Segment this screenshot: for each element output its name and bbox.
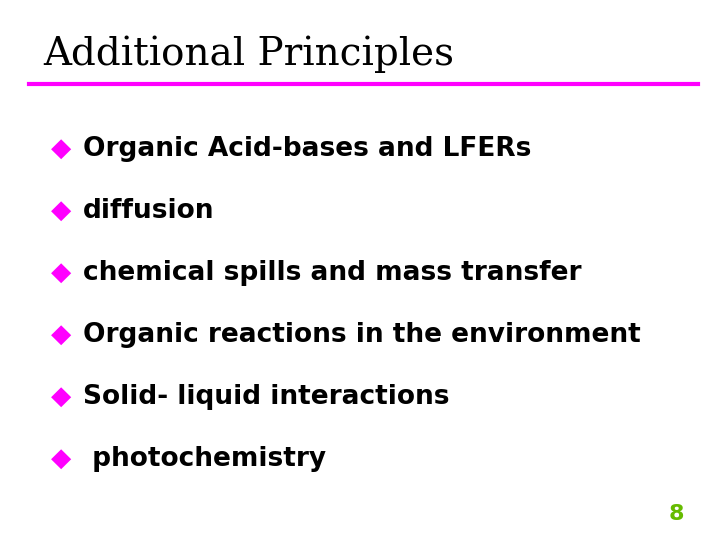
Text: Additional Principles: Additional Principles bbox=[43, 35, 454, 72]
Text: chemical spills and mass transfer: chemical spills and mass transfer bbox=[83, 260, 581, 286]
Text: 8: 8 bbox=[668, 504, 684, 524]
Text: Solid- liquid interactions: Solid- liquid interactions bbox=[83, 384, 449, 410]
Text: Organic Acid-bases and LFERs: Organic Acid-bases and LFERs bbox=[83, 136, 531, 161]
Text: Organic reactions in the environment: Organic reactions in the environment bbox=[83, 322, 641, 348]
Text: ◆: ◆ bbox=[51, 322, 71, 348]
Text: diffusion: diffusion bbox=[83, 198, 215, 224]
Text: ◆: ◆ bbox=[51, 136, 71, 161]
Text: ◆: ◆ bbox=[51, 446, 71, 472]
Text: ◆: ◆ bbox=[51, 384, 71, 410]
Text: ◆: ◆ bbox=[51, 260, 71, 286]
Text: photochemistry: photochemistry bbox=[83, 446, 326, 472]
Text: ◆: ◆ bbox=[51, 198, 71, 224]
